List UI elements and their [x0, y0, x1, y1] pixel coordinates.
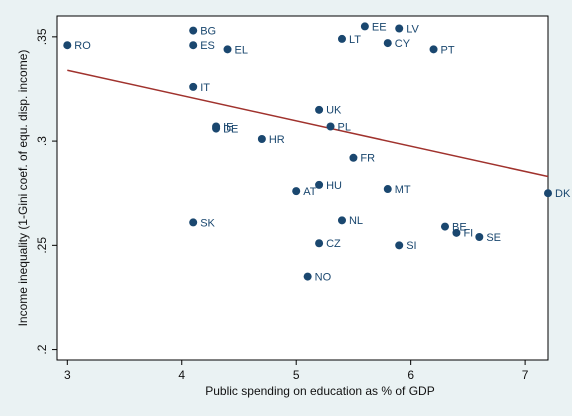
point — [337, 216, 346, 225]
plot-area — [56, 15, 549, 361]
point-label: CY — [395, 38, 411, 50]
point — [257, 135, 266, 144]
point — [544, 189, 552, 198]
point-label: DE — [223, 123, 238, 135]
x-tick-label: 5 — [293, 368, 300, 382]
point-label: EE — [372, 21, 387, 33]
point-label: CZ — [326, 238, 341, 250]
point — [337, 34, 346, 43]
point — [315, 105, 324, 114]
point — [429, 45, 438, 54]
point — [189, 82, 198, 91]
point-label: SI — [406, 240, 416, 252]
point-label: LV — [406, 23, 419, 35]
point-label: IT — [200, 82, 210, 94]
point — [395, 24, 404, 33]
x-tick-label: 6 — [407, 368, 414, 382]
point-label: MT — [395, 184, 411, 196]
point-label: LT — [349, 34, 361, 46]
point-label: SK — [200, 217, 215, 229]
point — [189, 26, 198, 35]
y-tick-label: .2 — [35, 344, 49, 354]
point — [349, 153, 358, 162]
point-label: SE — [486, 232, 501, 244]
point — [452, 228, 461, 237]
point — [63, 41, 72, 50]
y-tick-label: .25 — [35, 237, 49, 254]
point-label: DK — [555, 188, 571, 200]
point — [315, 239, 324, 248]
point — [315, 180, 324, 189]
point — [303, 272, 312, 281]
point — [326, 122, 335, 131]
point — [475, 232, 484, 241]
point — [212, 124, 221, 133]
point-label: IE — [223, 121, 233, 133]
fit-line — [67, 69, 549, 178]
point — [292, 187, 301, 196]
point-label: BG — [200, 26, 216, 38]
x-tick-label: 7 — [522, 368, 529, 382]
point — [440, 222, 449, 231]
point — [223, 45, 232, 54]
point — [383, 39, 392, 48]
y-tick-label: .3 — [35, 136, 49, 146]
point-label: FI — [463, 228, 473, 240]
point-label: PT — [441, 44, 455, 56]
point-label: NL — [349, 215, 363, 227]
point-label: NO — [315, 272, 332, 284]
point-label: ES — [200, 40, 215, 52]
point — [189, 41, 198, 50]
point — [360, 22, 369, 31]
point-label: PL — [338, 121, 351, 133]
x-tick-label: 4 — [178, 368, 185, 382]
x-axis-title: Public spending on education as % of GDP — [205, 384, 434, 398]
point-label: HR — [269, 134, 285, 146]
point — [189, 218, 198, 227]
y-axis-title: Income inequality (1-Gini coef. of equ. … — [16, 50, 30, 327]
point — [383, 185, 392, 194]
point-label: HU — [326, 180, 342, 192]
point-label: AT — [303, 186, 317, 198]
point-label: EL — [235, 44, 248, 56]
point-label: FR — [360, 153, 375, 165]
point-label: RO — [74, 40, 91, 52]
point-label: UK — [326, 105, 342, 117]
point — [395, 241, 404, 250]
x-tick-label: 3 — [64, 368, 71, 382]
y-tick-label: .35 — [35, 28, 49, 45]
